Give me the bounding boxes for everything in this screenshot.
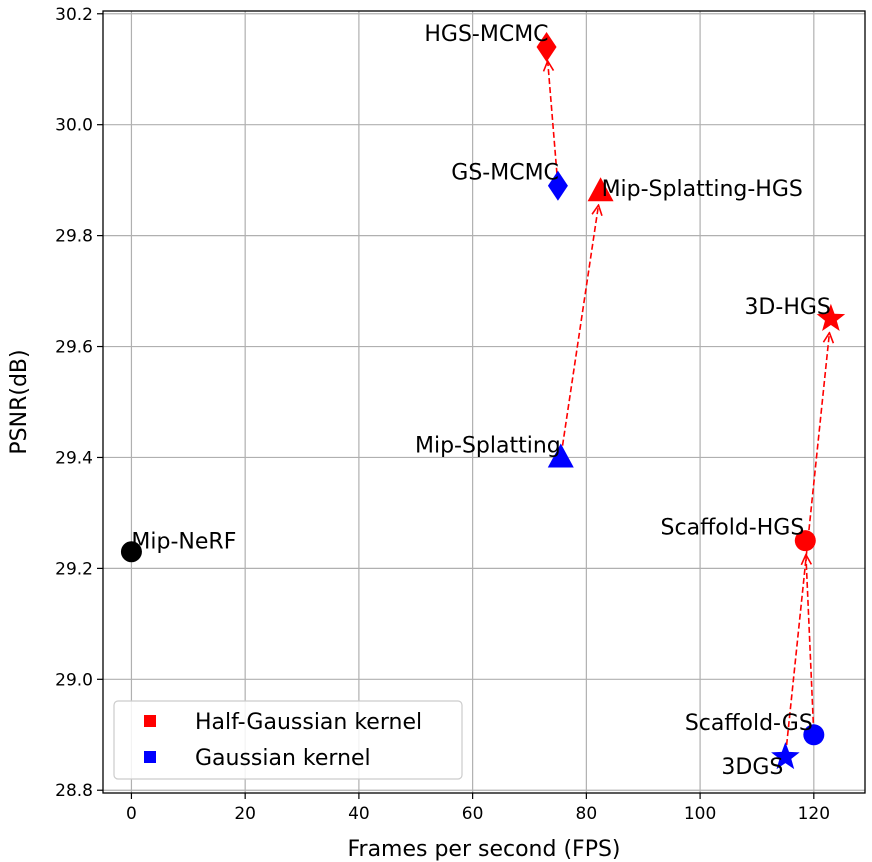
label-mip-splatting: Mip-Splatting [415,433,561,458]
x-tick-label: 0 [126,804,137,824]
data-points [120,32,846,770]
x-tick-label: 40 [348,804,370,824]
label-scaffold-hgs: Scaffold-HGS [661,516,805,541]
point-3d-hgs [816,303,846,331]
label-3dgs: 3DGS [721,755,783,780]
legend-label: Half-Gaussian kernel [195,710,422,735]
x-tick-label: 120 [798,804,830,824]
label-mip-nerf: Mip-NeRF [131,530,236,555]
legend-box [113,700,463,780]
legend-swatch-gaussian [144,751,156,763]
point-hgs-mcmc [536,32,557,63]
label-gs-mcmc: GS-MCMC [451,161,559,186]
x-axis-title: Frames per second (FPS) [347,837,620,862]
y-tick-label: 29.6 [55,338,93,358]
point-3dgs [771,741,800,770]
x-tick-label: 20 [234,804,256,824]
arrow-scaffold-gs [806,555,815,723]
y-tick-label: 29.8 [55,227,93,247]
y-tick-label: 29.0 [55,670,93,690]
label-scaffold-gs: Scaffold-GS [685,711,813,736]
point-mip-nerf [120,541,142,563]
y-tick-label: 30.0 [55,116,93,136]
axis-ticks: 0 20 40 60 80 100 120 28.8 29.0 29.2 29.4 29.6 29.8 3… [55,5,830,824]
y-tick-label: 29.2 [55,559,93,579]
point-scaffold-hgs [794,530,816,552]
y-tick-label: 29.4 [55,448,93,468]
y-tick-label: 28.8 [55,781,93,801]
x-tick-label: 80 [576,804,598,824]
point-scaffold-gs [803,724,825,746]
plot-frame [102,10,866,794]
grid [103,11,865,793]
legend-swatch-half-gaussian [144,715,156,727]
point-labels: Mip-NeRF 3DGS 3D-HGS Scaffold-GS Scaffold-HG… [131,22,830,780]
label-hgs-mcmc: HGS-MCMC [424,22,548,47]
point-gs-mcmc [547,170,568,201]
arrow-mip-splatting [561,205,599,446]
x-tick-label: 60 [462,804,484,824]
legend: Half-Gaussian kernel Gaussian kernel [113,700,463,780]
legend-label: Gaussian kernel [195,746,371,771]
arrows [548,61,830,746]
y-tick-label: 30.2 [55,5,93,25]
point-mip-splatting [547,443,574,468]
point-mip-splatting-hgs [587,177,614,202]
arrow-gs-mcmc [548,61,558,174]
y-axis-title: PSNR(dB) [7,349,32,454]
label-mip-splatting-hgs: Mip-Splatting-HGS [602,177,803,202]
x-tick-label: 100 [684,804,716,824]
label-3d-hgs: 3D-HGS [744,295,830,320]
